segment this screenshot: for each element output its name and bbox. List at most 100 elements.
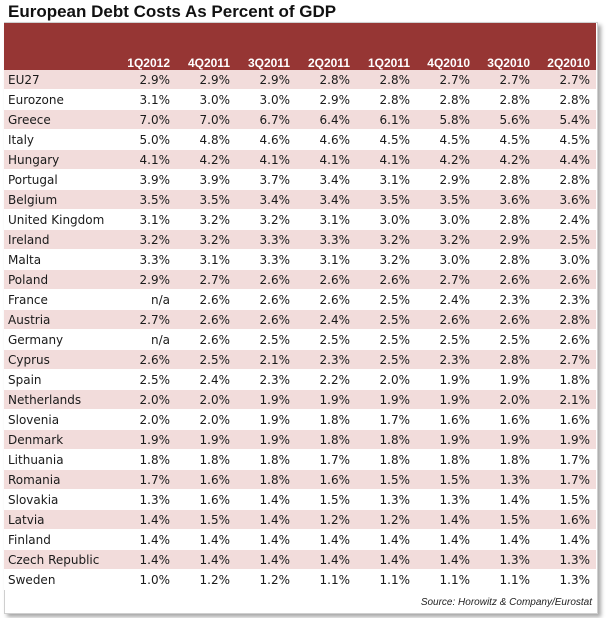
- table-row: Sweden 1.0% 1.2% 1.2% 1.1% 1.1% 1.1% 1.1% 1.3%: [4, 569, 596, 590]
- table-row: Italy 5.0% 4.8% 4.6% 4.6% 4.5% 4.5% 4.5% 4.5%: [4, 129, 596, 150]
- value-cell: 3.9%: [116, 169, 176, 190]
- country-cell: Portugal: [4, 169, 116, 190]
- value-cell: 1.8%: [116, 449, 176, 470]
- table-row: Romania 1.7% 1.6% 1.8% 1.6% 1.5% 1.5% 1.3% 1.7%: [4, 469, 596, 490]
- value-cell: 1.7%: [536, 469, 596, 490]
- value-cell: 2.1%: [236, 349, 296, 370]
- value-cell: 2.5%: [356, 289, 416, 310]
- value-cell: 3.2%: [416, 229, 476, 250]
- country-cell: Lithuania: [4, 449, 116, 470]
- value-cell: 3.2%: [356, 249, 416, 270]
- value-cell: 1.6%: [536, 509, 596, 530]
- value-cell: 1.8%: [356, 449, 416, 470]
- column-header: 3Q2010: [476, 23, 536, 70]
- value-cell: 2.0%: [356, 369, 416, 390]
- value-cell: 1.4%: [236, 529, 296, 550]
- value-cell: 2.6%: [236, 309, 296, 330]
- value-cell: 1.4%: [116, 549, 176, 570]
- column-header: 3Q2011: [236, 23, 296, 70]
- value-cell: 2.4%: [176, 369, 236, 390]
- value-cell: 2.8%: [476, 89, 536, 110]
- value-cell: 2.6%: [176, 309, 236, 330]
- value-cell: 2.8%: [536, 169, 596, 190]
- table-row: Slovakia 1.3% 1.6% 1.4% 1.5% 1.3% 1.3% 1.4% 1.5%: [4, 489, 596, 510]
- value-cell: 1.9%: [416, 369, 476, 390]
- value-cell: 2.9%: [416, 169, 476, 190]
- value-cell: 1.9%: [296, 389, 356, 410]
- table-row: Belgium 3.5% 3.5% 3.4% 3.4% 3.5% 3.5% 3.6% 3.6%: [4, 189, 596, 210]
- value-cell: 2.5%: [536, 229, 596, 250]
- value-cell: 3.1%: [356, 169, 416, 190]
- value-cell: 4.5%: [416, 129, 476, 150]
- value-cell: 4.5%: [476, 129, 536, 150]
- value-cell: 2.8%: [536, 309, 596, 330]
- value-cell: 3.0%: [176, 89, 236, 110]
- value-cell: 3.0%: [416, 209, 476, 230]
- value-cell: 6.7%: [236, 109, 296, 130]
- table-row: Cyprus 2.6% 2.5% 2.1% 2.3% 2.5% 2.3% 2.8% 2.7%: [4, 349, 596, 370]
- value-cell: 1.9%: [416, 389, 476, 410]
- value-cell: 1.9%: [476, 429, 536, 450]
- table-row: Lithuania 1.8% 1.8% 1.8% 1.7% 1.8% 1.8% 1.8% 1.7…: [4, 449, 596, 470]
- value-cell: 4.2%: [176, 149, 236, 170]
- value-cell: 2.6%: [236, 289, 296, 310]
- value-cell: 1.6%: [536, 409, 596, 430]
- table-row: United Kingdom 3.1% 3.2% 3.2% 3.1% 3.0% 3.0% 2.…: [4, 209, 596, 230]
- value-cell: 1.2%: [296, 509, 356, 530]
- value-cell: 4.2%: [476, 149, 536, 170]
- column-header: 2Q2011: [296, 23, 356, 70]
- country-cell: Latvia: [4, 509, 116, 530]
- value-cell: 7.0%: [116, 109, 176, 130]
- value-cell: 1.4%: [296, 529, 356, 550]
- value-cell: 3.5%: [356, 189, 416, 210]
- value-cell: 4.4%: [536, 149, 596, 170]
- value-cell: 1.8%: [236, 469, 296, 490]
- value-cell: 4.1%: [236, 149, 296, 170]
- value-cell: 1.9%: [416, 429, 476, 450]
- value-cell: 2.8%: [356, 89, 416, 110]
- country-cell: Poland: [4, 269, 116, 290]
- value-cell: 1.2%: [176, 569, 236, 590]
- value-cell: 3.3%: [236, 229, 296, 250]
- value-cell: 3.5%: [176, 189, 236, 210]
- value-cell: 2.5%: [476, 329, 536, 350]
- value-cell: 1.3%: [536, 569, 596, 590]
- value-cell: 1.9%: [236, 389, 296, 410]
- value-cell: 6.1%: [356, 109, 416, 130]
- table-row: Czech Republic 1.4% 1.4% 1.4% 1.4% 1.4% 1.4% 1.…: [4, 549, 596, 570]
- value-cell: 3.2%: [176, 209, 236, 230]
- country-cell: United Kingdom: [4, 209, 116, 230]
- value-cell: 3.4%: [296, 189, 356, 210]
- value-cell: 2.6%: [356, 269, 416, 290]
- value-cell: 1.7%: [116, 469, 176, 490]
- table-row: Malta 3.3% 3.1% 3.3% 3.1% 3.2% 3.0% 2.8% 3.0%: [4, 249, 596, 270]
- value-cell: 3.0%: [416, 249, 476, 270]
- value-cell: 2.5%: [416, 329, 476, 350]
- value-cell: 1.5%: [536, 489, 596, 510]
- table-row: France n/a 2.6% 2.6% 2.6% 2.5% 2.4% 2.3% 2.3%: [4, 289, 596, 310]
- country-cell: Cyprus: [4, 349, 116, 370]
- value-cell: n/a: [116, 329, 176, 350]
- value-cell: 2.7%: [116, 309, 176, 330]
- value-cell: 1.1%: [416, 569, 476, 590]
- value-cell: 1.9%: [476, 369, 536, 390]
- country-cell: Czech Republic: [4, 549, 116, 570]
- country-cell: Slovakia: [4, 489, 116, 510]
- value-cell: 4.5%: [356, 129, 416, 150]
- value-cell: 3.2%: [176, 229, 236, 250]
- value-cell: 2.8%: [476, 249, 536, 270]
- value-cell: 1.8%: [356, 429, 416, 450]
- value-cell: 1.1%: [356, 569, 416, 590]
- value-cell: 4.2%: [416, 149, 476, 170]
- value-cell: 2.9%: [296, 89, 356, 110]
- value-cell: 1.7%: [296, 449, 356, 470]
- value-cell: 1.6%: [176, 489, 236, 510]
- table-row: Netherlands 2.0% 2.0% 1.9% 1.9% 1.9% 1.9% 2.0% 2…: [4, 389, 596, 410]
- value-cell: 1.9%: [536, 429, 596, 450]
- value-cell: 2.6%: [296, 289, 356, 310]
- value-cell: 2.9%: [476, 229, 536, 250]
- value-cell: 4.5%: [536, 129, 596, 150]
- value-cell: 2.5%: [356, 349, 416, 370]
- country-cell: Ireland: [4, 229, 116, 250]
- value-cell: 2.0%: [116, 409, 176, 430]
